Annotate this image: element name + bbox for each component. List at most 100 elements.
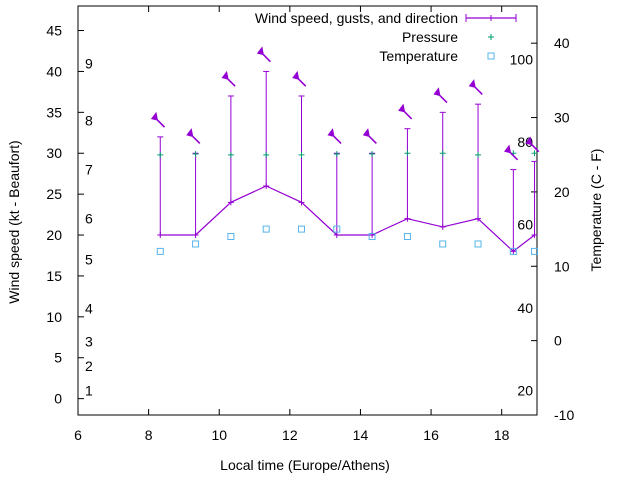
- legend-swatch-temperature: [487, 52, 495, 60]
- pressure-point: [475, 151, 482, 158]
- wind-arrow: [525, 136, 540, 153]
- pressure-point: [263, 151, 270, 158]
- fahrenheit-label: 40: [517, 300, 533, 316]
- y-tick-label: 20: [46, 227, 62, 243]
- temperature-point: [403, 233, 411, 241]
- beaufort-label: 2: [85, 358, 93, 374]
- wind-speed-point: [227, 199, 234, 206]
- legend-label-temperature: Temperature: [379, 48, 458, 64]
- x-tick-label: 10: [211, 427, 227, 443]
- wind-arrow: [398, 103, 413, 120]
- y-tick-label: 10: [46, 309, 62, 325]
- wind-arrow-head: [433, 87, 441, 97]
- temperature-point: [474, 240, 482, 248]
- wind-arrow-shaft: [262, 54, 271, 63]
- legend-label-wind: Wind speed, gusts, and direction: [255, 10, 458, 26]
- wind-arrow-head: [504, 144, 512, 154]
- wind-arrow: [221, 70, 236, 87]
- wind-arrow: [256, 46, 271, 63]
- wind-arrow-shaft: [227, 78, 236, 87]
- wind-speed-point: [475, 215, 482, 222]
- wind-arrow: [433, 87, 448, 104]
- wind-arrow-shaft: [298, 78, 307, 87]
- fahrenheit-label: 60: [517, 217, 533, 233]
- wind-arrow-shaft: [509, 152, 519, 161]
- wind-arrow-head: [292, 70, 300, 80]
- wind-speed-point: [439, 223, 446, 230]
- wind-arrow-head: [186, 128, 194, 138]
- beaufort-label: 1: [85, 382, 93, 398]
- temperature-point: [227, 233, 235, 241]
- legend-label-pressure: Pressure: [402, 29, 458, 45]
- temperature-point: [262, 225, 270, 233]
- pressure-series: [157, 150, 538, 158]
- pressure-point: [333, 151, 340, 158]
- right-axis-ticks: -10 0 10 20 30 40: [531, 35, 574, 423]
- plot-axes: [77, 5, 538, 416]
- wind-speed-point: [157, 232, 164, 239]
- pressure-point: [298, 151, 305, 158]
- fahrenheit-label: 100: [510, 52, 534, 68]
- wind-arrow: [504, 144, 519, 161]
- beaufort-label: 9: [85, 55, 93, 71]
- y-tick-label: 35: [46, 104, 62, 120]
- temperature-point: [333, 225, 341, 233]
- x-axis-ticks: 6 8 10 12 14 16 18: [74, 6, 510, 443]
- temperature-point: [156, 247, 164, 255]
- left-axis-ticks: 0 5 10 15 20 25 30 35 40 45: [46, 23, 84, 407]
- wind-speed-point: [333, 232, 340, 239]
- y2-tick-label: -10: [554, 407, 574, 423]
- y2-tick-label: 30: [554, 110, 570, 126]
- y2-tick-label: 0: [554, 333, 562, 349]
- wind-speed-point: [510, 248, 517, 255]
- x-tick-label: 14: [353, 427, 369, 443]
- y-tick-label: 5: [54, 350, 62, 366]
- pressure-point: [227, 151, 234, 158]
- wind-arrow-head: [221, 70, 229, 80]
- wind-arrow: [186, 128, 201, 145]
- beaufort-label: 5: [85, 252, 93, 268]
- wind-arrow-shaft: [439, 94, 448, 104]
- wind-arrow-head: [362, 128, 370, 138]
- y-tick-label: 45: [46, 23, 62, 39]
- wind-arrow-shaft: [368, 135, 377, 145]
- wind-arrow: [468, 79, 483, 95]
- y2-tick-label: 40: [554, 35, 570, 51]
- beaufort-labels: 1 2 3 4 5 6 7 8 9: [85, 55, 93, 398]
- wind-speed-point: [369, 232, 376, 239]
- beaufort-label: 7: [85, 162, 93, 178]
- y2-tick-label: 10: [554, 258, 570, 274]
- beaufort-label: 4: [85, 301, 93, 317]
- wind-arrow-shaft: [404, 111, 413, 120]
- plot-frame: [77, 5, 538, 416]
- temperature-series: [156, 225, 539, 255]
- wind-arrow-shaft: [474, 86, 483, 95]
- wind-series: [157, 182, 538, 255]
- pressure-point: [157, 151, 164, 158]
- wind-arrow: [150, 111, 166, 128]
- temperature-point: [297, 225, 305, 233]
- beaufort-label: 3: [85, 333, 93, 349]
- beaufort-label: 6: [85, 211, 93, 227]
- wind-arrow-head: [468, 79, 476, 89]
- x-tick-label: 16: [423, 427, 439, 443]
- x-tick-label: 18: [494, 427, 510, 443]
- y-tick-label: 40: [46, 63, 62, 79]
- wind-speed-line: [160, 185, 535, 253]
- wind-arrow-head: [327, 128, 335, 138]
- y2-axis-label: Temperature (C - F): [588, 149, 604, 272]
- legend-swatch-pressure: [488, 34, 494, 40]
- y-tick-label: 15: [46, 268, 62, 284]
- wind-speed-point: [404, 215, 411, 222]
- beaufort-label: 8: [85, 113, 93, 129]
- temperature-point: [368, 233, 376, 241]
- wind-arrow-head: [525, 136, 533, 146]
- temperature-point: [439, 240, 447, 248]
- wind-speed-point: [263, 182, 270, 189]
- wind-arrow: [327, 128, 342, 145]
- pressure-point: [531, 150, 538, 157]
- temperature-point: [192, 240, 200, 248]
- wind-arrow-head: [256, 46, 265, 56]
